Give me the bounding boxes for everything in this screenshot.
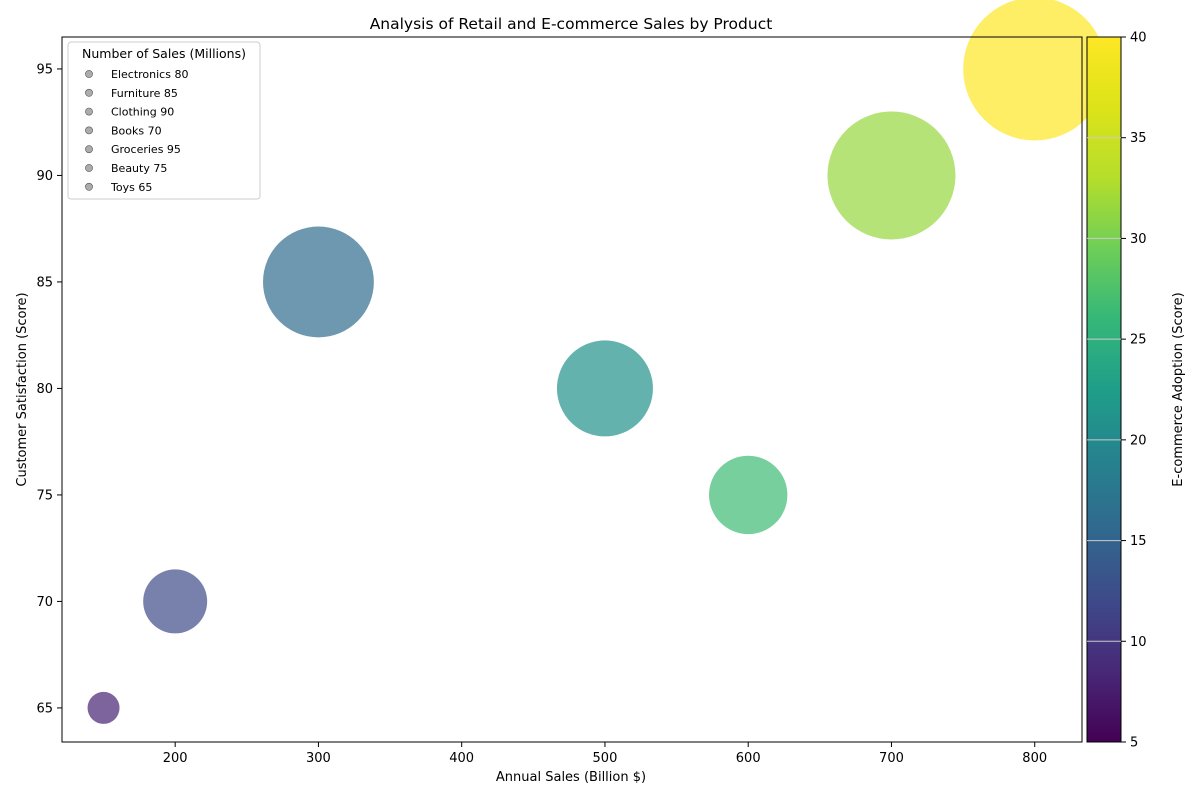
legend-entry: Electronics 80: [111, 68, 188, 81]
x-tick-label: 200: [163, 751, 188, 766]
colorbar-tick-label: 30: [1130, 232, 1147, 247]
colorbar-tick-label: 10: [1130, 635, 1147, 650]
legend-entry: Beauty 75: [111, 162, 167, 175]
legend-marker: [85, 107, 93, 116]
y-axis: 65 70 75 80 85 90 95: [36, 62, 62, 716]
y-tick-label: 85: [36, 275, 53, 290]
y-tick-label: 95: [36, 62, 53, 77]
colorbar: 5 10 15 20 25 30 35 40 E-commerce Adoption (Sco…: [1086, 31, 1186, 751]
y-tick-label: 90: [36, 169, 53, 184]
x-axis-label: Annual Sales (Billion $): [496, 770, 646, 785]
colorbar-tick-label: 35: [1130, 131, 1147, 146]
legend-marker: [85, 126, 93, 135]
y-tick-label: 70: [36, 595, 53, 610]
colorbar-tick-label: 20: [1130, 433, 1147, 448]
legend-marker: [85, 164, 93, 172]
legend-marker: [85, 145, 93, 154]
legend-entry: Clothing 90: [111, 106, 174, 119]
chart-title: Analysis of Retail and E-commerce Sales …: [370, 15, 773, 33]
colorbar-label: E-commerce Adoption (Score): [1171, 292, 1186, 486]
x-tick-label: 400: [449, 751, 474, 766]
legend: Number of Sales (Millions) Electronics 8…: [67, 41, 261, 200]
bubble-3: [263, 226, 374, 338]
legend-entry: Groceries 95: [111, 143, 181, 156]
colorbar-gradient: [1086, 36, 1122, 743]
legend-entry: Toys 65: [110, 181, 152, 194]
legend-marker: [85, 70, 93, 78]
legend-marker: [85, 88, 93, 97]
bubble-4: [556, 340, 653, 437]
bubble-1: [87, 691, 120, 724]
colorbar-tick-label: 5: [1130, 736, 1138, 751]
colorbar-tick-label: 25: [1130, 333, 1147, 348]
bubble-layer: [87, 0, 1107, 724]
x-tick-label: 800: [1022, 751, 1047, 766]
y-tick-label: 80: [36, 382, 53, 397]
bubble-6: [827, 111, 956, 240]
bubble-5: [709, 455, 788, 535]
bubble-7: [963, 0, 1107, 141]
x-tick-label: 300: [306, 751, 331, 766]
y-tick-label: 75: [36, 488, 53, 503]
x-tick-label: 600: [736, 751, 761, 766]
legend-box: [67, 41, 261, 200]
x-tick-label: 700: [879, 751, 904, 766]
x-axis: 200 300 400 500 600 700 800: [163, 742, 1047, 766]
legend-title: Number of Sales (Millions): [82, 46, 246, 61]
legend-entry: Furniture 85: [111, 87, 178, 100]
colorbar-tick-label: 15: [1130, 534, 1147, 549]
y-axis-label: Customer Satisfaction (Score): [15, 292, 30, 486]
colorbar-tick-label: 40: [1130, 31, 1147, 46]
bubble-2: [143, 569, 208, 634]
y-tick-label: 65: [36, 701, 53, 716]
legend-marker: [85, 182, 93, 191]
legend-entry: Books 70: [111, 124, 162, 137]
plot-frame: [61, 36, 1083, 743]
x-tick-label: 500: [593, 751, 618, 766]
